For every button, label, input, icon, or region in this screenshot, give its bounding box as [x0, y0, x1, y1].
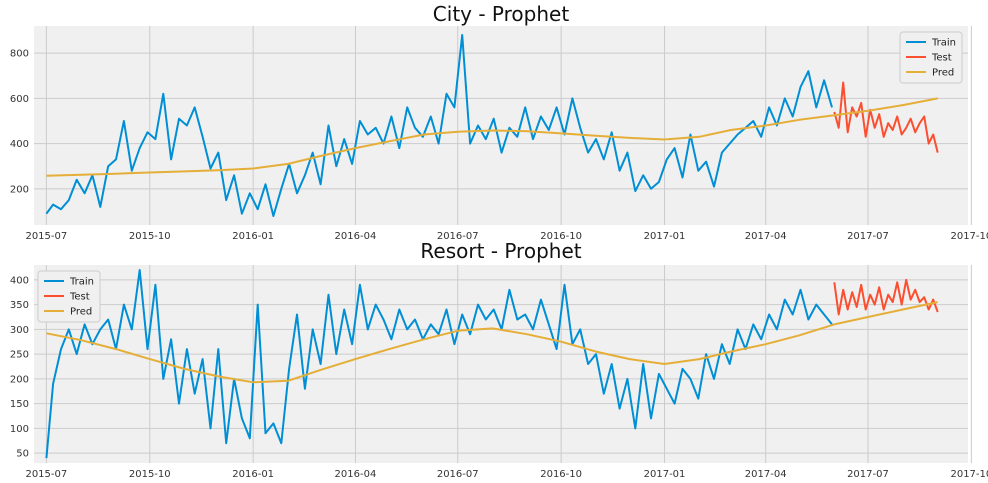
- legend: Train Test Pred: [37, 270, 101, 323]
- x-tick-label: 2017-07: [847, 231, 889, 242]
- y-tick-label: 400: [10, 139, 29, 150]
- y-tick-label: 600: [10, 94, 29, 105]
- x-tick-label: 2016-10: [540, 469, 582, 480]
- x-tick-label: 2015-07: [25, 231, 67, 242]
- y-tick-label: 100: [10, 424, 29, 435]
- series-line-test: [833, 81, 939, 153]
- chart-title: Resort - Prophet: [420, 239, 581, 263]
- y-tick-label: 200: [10, 184, 29, 195]
- x-tick-label: 2015-10: [129, 469, 171, 480]
- y-tick-label: 350: [10, 300, 29, 311]
- legend-box: [37, 270, 101, 323]
- x-tick-label: 2017-10: [950, 469, 988, 480]
- x-tick-label: 2016-07: [437, 231, 479, 242]
- x-tick-label: 2015-07: [25, 469, 67, 480]
- legend: Train Test Pred: [899, 31, 963, 84]
- series-line-pred: [46, 301, 938, 384]
- legend-label-pred: Pred: [70, 307, 92, 318]
- x-tick-label: 2016-01: [232, 469, 274, 480]
- chart-title: City - Prophet: [433, 2, 570, 26]
- y-tick-label: 300: [10, 325, 29, 336]
- y-tick-label: 800: [10, 49, 29, 60]
- x-tick-label: 2017-04: [745, 231, 787, 242]
- chart-resort-prophet: 50 100 150 200 250 300 350 400 2015-07 2015-10 201…: [10, 239, 988, 480]
- chart-city-prophet: 200 400 600 800 2015-07 2015-10 2016-01 2016-04…: [10, 2, 988, 242]
- legend-label-train: Train: [69, 277, 94, 288]
- legend-box: [899, 31, 963, 84]
- x-tick-label: 2017-01: [644, 469, 686, 480]
- y-tick-label: 250: [10, 350, 29, 361]
- x-tick-label: 2015-10: [129, 231, 171, 242]
- x-tick-label: 2016-04: [335, 469, 377, 480]
- x-tick-label: 2016-04: [335, 231, 377, 242]
- x-tick-label: 2017-04: [745, 469, 787, 480]
- series-line-pred: [46, 97, 938, 177]
- y-tick-label: 50: [16, 449, 29, 460]
- y-tick-label: 150: [10, 399, 29, 410]
- x-tick-label: 2016-07: [437, 469, 479, 480]
- legend-label-pred: Pred: [932, 68, 954, 79]
- x-tick-label: 2017-10: [950, 231, 988, 242]
- y-tick-label: 200: [10, 374, 29, 385]
- legend-label-test: Test: [69, 292, 90, 303]
- series-line-train: [45, 34, 833, 217]
- x-tick-label: 2017-07: [847, 469, 889, 480]
- series-line-train: [45, 269, 833, 459]
- y-tick-label: 400: [10, 275, 29, 286]
- series-line-test: [833, 278, 939, 316]
- legend-label-train: Train: [931, 38, 956, 49]
- legend-label-test: Test: [931, 53, 952, 64]
- x-tick-label: 2017-01: [644, 231, 686, 242]
- plot-area: [34, 26, 968, 225]
- x-tick-label: 2016-10: [540, 231, 582, 242]
- x-tick-label: 2016-01: [232, 231, 274, 242]
